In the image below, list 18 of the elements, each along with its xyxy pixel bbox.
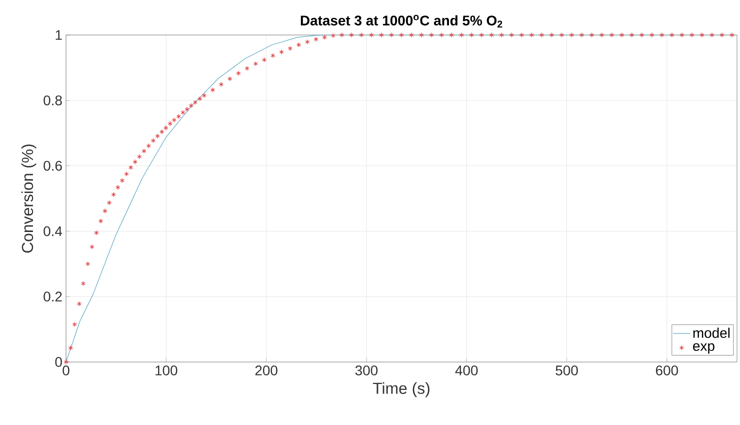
x-tick-label: 500 (556, 366, 578, 376)
y-tick-label: 0 (55, 357, 62, 367)
y-tick-label: 1 (56, 30, 62, 40)
legend-label: exp (693, 343, 714, 354)
x-tick-label: 100 (156, 366, 178, 376)
x-tick-label: 400 (455, 366, 478, 376)
x-tick-label: 300 (355, 366, 378, 376)
y-tick-label: 0.4 (44, 226, 62, 236)
y-tick-label: 0.6 (44, 160, 62, 171)
x-tick-label: 600 (656, 366, 678, 376)
chart-title: Dataset 3 at 1000$^{o}$C and 5% O$_{2}$ (300, 14, 502, 28)
legend-label: model (693, 328, 730, 338)
x-axis-title: Time (s) (372, 382, 430, 398)
y-tick-label: 0.8 (44, 95, 62, 106)
y-axis-title: Conversion (%) (21, 144, 36, 253)
y-tick-label: 0.2 (44, 292, 62, 302)
x-tick-label: 0 (62, 366, 70, 376)
x-tick-label: 200 (255, 366, 278, 376)
